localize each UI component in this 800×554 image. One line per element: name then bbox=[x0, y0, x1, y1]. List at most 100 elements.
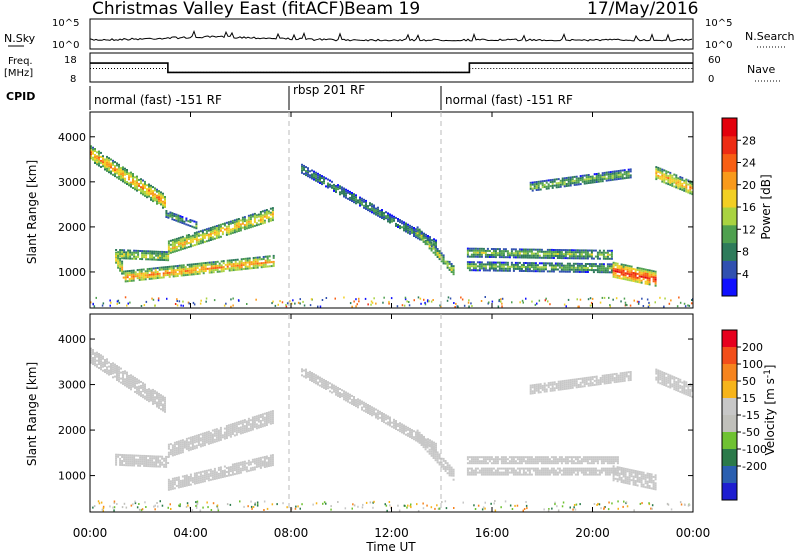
echo-pixel-1 bbox=[119, 463, 122, 466]
echo-pixel-2 bbox=[261, 456, 264, 459]
echo-pixel-3 bbox=[119, 251, 122, 254]
echo-pixel-0 bbox=[130, 380, 132, 383]
echo-pixel-0 bbox=[106, 155, 108, 158]
echo-pixel-11 bbox=[609, 179, 612, 182]
echo-pixel-9 bbox=[488, 261, 491, 264]
echo-pixel-3 bbox=[229, 427, 232, 430]
echo-pixel-3 bbox=[191, 440, 194, 442]
echo-pixel-0 bbox=[142, 183, 144, 186]
clutter-pixel bbox=[319, 305, 322, 308]
echo-pixel-4 bbox=[243, 218, 246, 221]
echo-pixel-7 bbox=[448, 262, 451, 265]
echo-pixel-7 bbox=[486, 467, 489, 470]
echo-pixel-6 bbox=[415, 234, 417, 237]
echo-pixel-2 bbox=[144, 272, 147, 275]
echo-pixel-4 bbox=[189, 245, 192, 248]
echo-pixel-6 bbox=[522, 460, 525, 463]
echo-pixel-6 bbox=[409, 230, 411, 233]
echo-pixel-6 bbox=[536, 462, 539, 465]
echo-pixel-6 bbox=[407, 225, 409, 228]
echo-pixel-0 bbox=[128, 380, 130, 383]
clutter-pixel bbox=[101, 304, 104, 307]
echo-pixel-6 bbox=[383, 216, 385, 219]
echo-pixel-6 bbox=[486, 458, 489, 461]
echo-pixel-7 bbox=[510, 471, 513, 474]
echo-pixel-4 bbox=[175, 245, 178, 248]
echo-pixel-6 bbox=[544, 456, 547, 459]
echo-pixel-3 bbox=[139, 258, 142, 260]
echo-pixel-6 bbox=[548, 462, 551, 465]
echo-pixel-0 bbox=[128, 378, 130, 381]
echo-pixel-0 bbox=[162, 395, 164, 398]
echo-pixel-1 bbox=[115, 459, 118, 462]
echo-pixel-12 bbox=[679, 176, 682, 179]
colorbar-tick-label: 28 bbox=[742, 134, 756, 147]
echo-pixel-0 bbox=[136, 181, 138, 184]
echo-pixel-3 bbox=[163, 251, 166, 253]
echo-pixel-6 bbox=[307, 169, 309, 172]
echo-pixel-3 bbox=[229, 423, 232, 426]
echo-pixel-2 bbox=[235, 472, 238, 475]
echo-pixel-4 bbox=[241, 218, 244, 221]
echo-pixel-4 bbox=[345, 391, 347, 394]
echo-pixel-9 bbox=[504, 267, 507, 270]
clutter-pixel bbox=[225, 302, 227, 305]
echo-pixel-3 bbox=[187, 447, 190, 450]
echo-pixel-3 bbox=[149, 252, 152, 255]
echo-pixel-9 bbox=[610, 265, 613, 268]
echo-pixel-2 bbox=[189, 473, 192, 476]
echo-pixel-5 bbox=[179, 215, 182, 218]
echo-pixel-4 bbox=[227, 221, 230, 224]
echo-pixel-6 bbox=[345, 194, 347, 197]
echo-pixel-2 bbox=[243, 462, 246, 465]
echo-pixel-7 bbox=[448, 260, 451, 263]
clutter-pixel bbox=[633, 299, 635, 302]
echo-pixel-6 bbox=[361, 201, 363, 204]
echo-pixel-4 bbox=[257, 213, 260, 216]
echo-pixel-8 bbox=[626, 468, 629, 471]
echo-pixel-2 bbox=[222, 262, 225, 265]
echo-pixel-8 bbox=[474, 255, 477, 258]
noise-trace bbox=[89, 29, 693, 42]
echo-pixel-4 bbox=[403, 430, 405, 433]
echo-pixel-1 bbox=[119, 259, 122, 262]
echo-pixel-4 bbox=[369, 405, 371, 408]
echo-pixel-7 bbox=[490, 473, 493, 476]
echo-pixel-3 bbox=[267, 417, 270, 420]
echo-pixel-4 bbox=[209, 237, 212, 239]
clutter-pixel bbox=[683, 302, 686, 305]
echo-pixel-2 bbox=[223, 465, 226, 468]
echo-pixel-9 bbox=[508, 269, 511, 272]
echo-pixel-2 bbox=[216, 270, 219, 273]
echo-pixel-0 bbox=[92, 150, 94, 153]
echo-pixel-5 bbox=[448, 468, 451, 471]
echo-pixel-10 bbox=[654, 280, 657, 283]
echo-pixel-10 bbox=[612, 269, 615, 272]
echo-pixel-6 bbox=[359, 204, 361, 207]
echo-pixel-10 bbox=[652, 270, 655, 273]
echo-pixel-6 bbox=[377, 214, 379, 217]
echo-pixel-7 bbox=[582, 467, 585, 470]
echo-pixel-8 bbox=[540, 248, 543, 251]
echo-pixel-2 bbox=[265, 461, 268, 464]
clutter-pixel bbox=[446, 299, 449, 302]
echo-pixel-0 bbox=[132, 377, 134, 380]
echo-pixel-0 bbox=[140, 186, 142, 189]
echo-pixel-4 bbox=[335, 389, 337, 392]
echo-pixel-9 bbox=[584, 263, 587, 265]
echo-pixel-6 bbox=[369, 210, 371, 213]
echo-pixel-8 bbox=[466, 247, 469, 250]
echo-pixel-7 bbox=[540, 471, 543, 474]
echo-pixel-6 bbox=[596, 458, 599, 461]
echo-pixel-1 bbox=[157, 461, 160, 464]
echo-pixel-7 bbox=[450, 269, 453, 271]
echo-pixel-1 bbox=[149, 455, 152, 458]
echo-pixel-7 bbox=[448, 266, 451, 269]
echo-pixel-4 bbox=[189, 241, 192, 244]
echo-pixel-8 bbox=[480, 255, 483, 258]
echo-pixel-1 bbox=[115, 461, 118, 464]
echo-pixel-8 bbox=[634, 470, 637, 472]
echo-pixel-9 bbox=[528, 262, 531, 265]
echo-pixel-6 bbox=[307, 171, 309, 174]
echo-pixel-4 bbox=[219, 235, 222, 238]
